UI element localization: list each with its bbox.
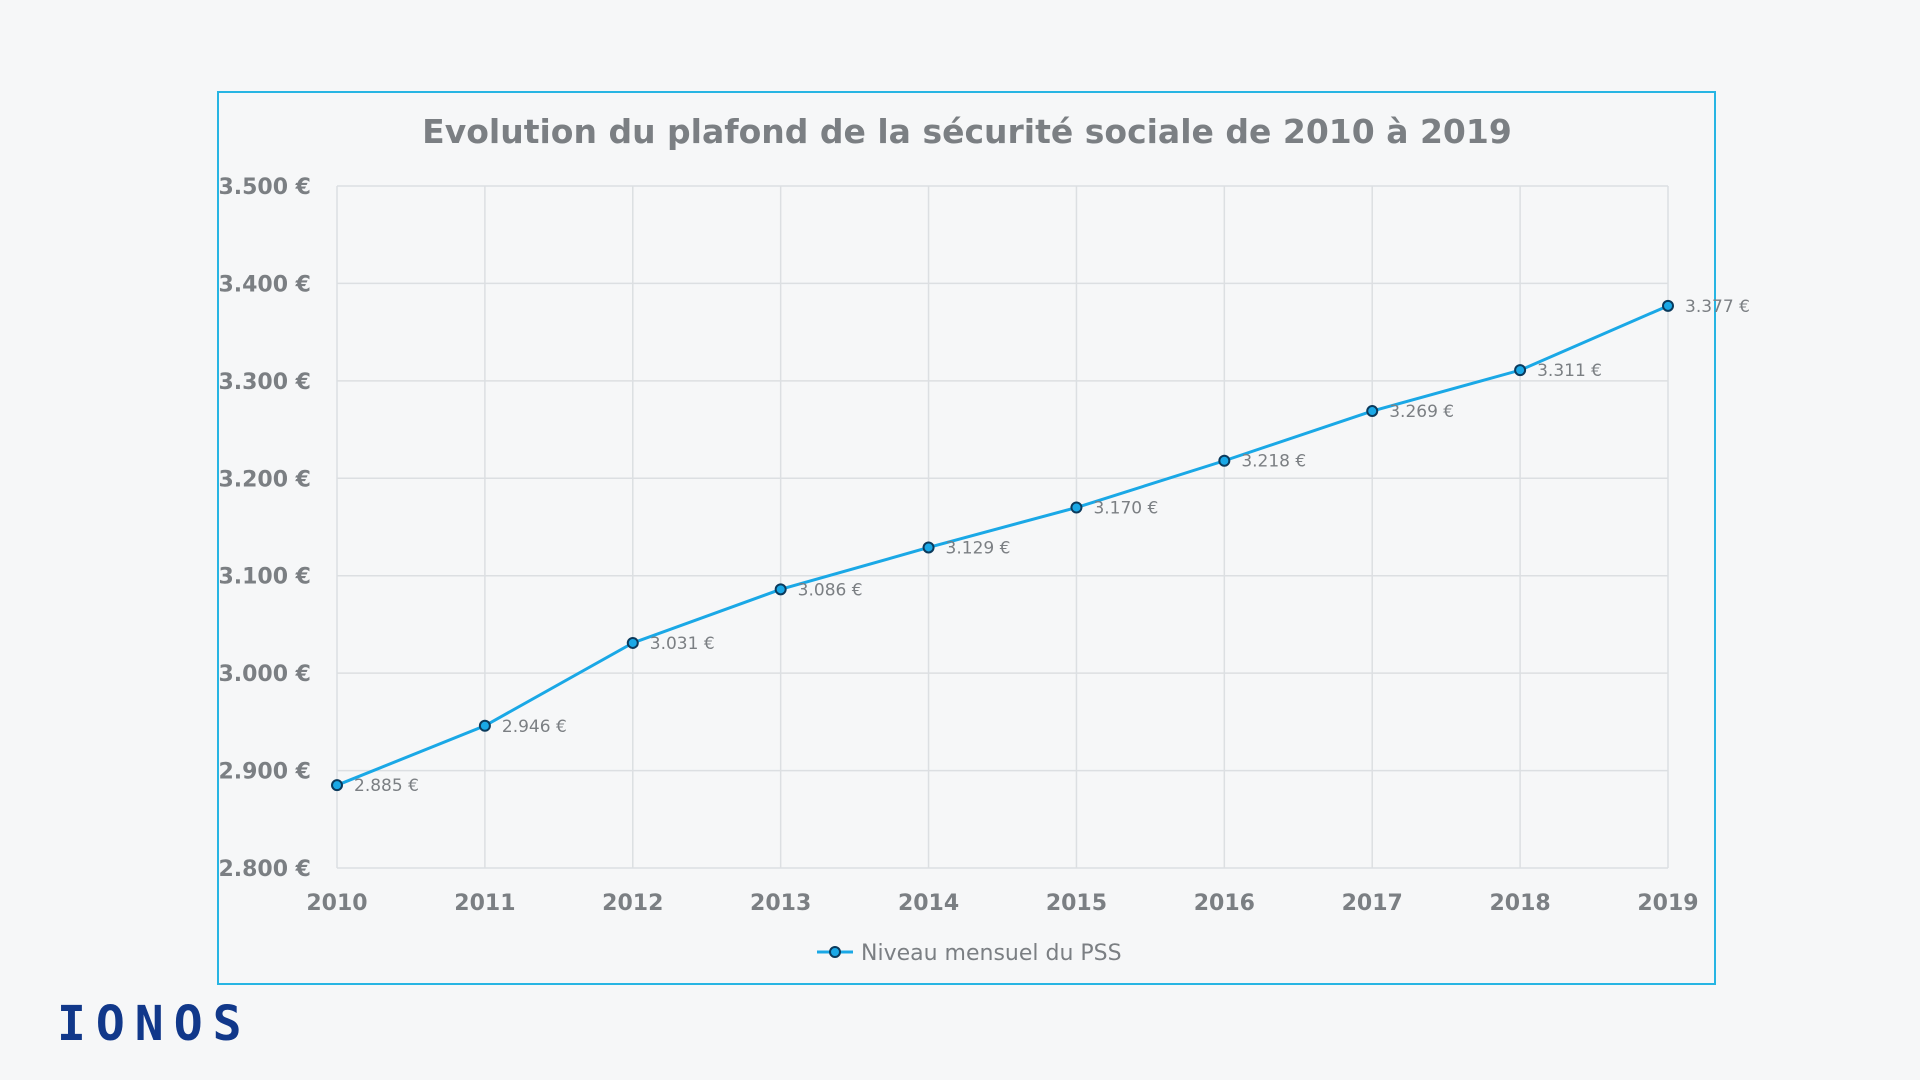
y-tick-label: 3.300 €	[218, 370, 311, 395]
x-tick-label: 2017	[1342, 891, 1403, 916]
data-point[interactable]	[1662, 299, 1674, 312]
data-label: 3.129 €	[946, 538, 1011, 558]
legend-marker-icon	[829, 946, 841, 958]
data-label: 3.269 €	[1389, 402, 1454, 422]
x-tick-label: 2015	[1046, 891, 1107, 916]
series-layer	[331, 299, 1674, 792]
y-tick-label: 2.900 €	[218, 760, 311, 785]
x-tick-label: 2013	[750, 891, 811, 916]
data-label: 2.946 €	[502, 717, 567, 737]
data-label: 3.170 €	[1093, 499, 1158, 519]
ionos-logo: IONOS	[57, 996, 252, 1052]
x-axis-ticks: 2010 2011 2012 2013 2014 2015 2016 2017 2018 2019	[306, 891, 1698, 916]
series-line	[336, 304, 1669, 787]
data-point[interactable]	[331, 779, 343, 792]
y-tick-label: 3.100 €	[218, 565, 311, 590]
y-tick-label: 3.000 €	[218, 662, 311, 687]
data-label: 3.031 €	[650, 634, 715, 654]
data-point[interactable]	[1070, 501, 1083, 514]
legend[interactable]: Niveau mensuel du PSS	[817, 941, 1122, 966]
data-point[interactable]	[1514, 364, 1527, 377]
x-tick-label: 2011	[454, 891, 515, 916]
data-label: 3.377 €	[1685, 297, 1750, 317]
data-label: 2.885 €	[354, 776, 419, 796]
data-point[interactable]	[1366, 405, 1379, 418]
data-label: 3.311 €	[1537, 361, 1602, 381]
grid	[336, 185, 1669, 869]
x-tick-label: 2018	[1489, 891, 1550, 916]
data-point[interactable]	[478, 719, 491, 732]
data-labels: 2.885 € 2.946 € 3.031 € 3.086 € 3.129 € 3.170…	[354, 297, 1750, 796]
x-tick-label: 2010	[306, 891, 367, 916]
x-tick-label: 2012	[602, 891, 663, 916]
y-tick-label: 3.400 €	[218, 272, 311, 297]
chart-title: Evolution du plafond de la sécurité soci…	[422, 112, 1512, 151]
data-label: 3.086 €	[798, 580, 863, 600]
data-label: 3.218 €	[1241, 452, 1306, 472]
y-tick-label: 3.200 €	[218, 467, 311, 492]
y-axis-ticks: 2.800 € 2.900 € 3.000 € 3.100 € 3.200 € 3.300…	[218, 175, 311, 882]
data-point[interactable]	[1218, 454, 1231, 467]
y-tick-label: 2.800 €	[218, 857, 311, 882]
x-tick-label: 2014	[898, 891, 959, 916]
y-tick-label: 3.500 €	[218, 175, 311, 200]
data-point[interactable]	[922, 541, 935, 554]
data-point[interactable]	[774, 583, 787, 596]
data-point[interactable]	[626, 636, 639, 649]
x-tick-label: 2019	[1637, 891, 1698, 916]
legend-label: Niveau mensuel du PSS	[861, 941, 1122, 966]
x-tick-label: 2016	[1194, 891, 1255, 916]
